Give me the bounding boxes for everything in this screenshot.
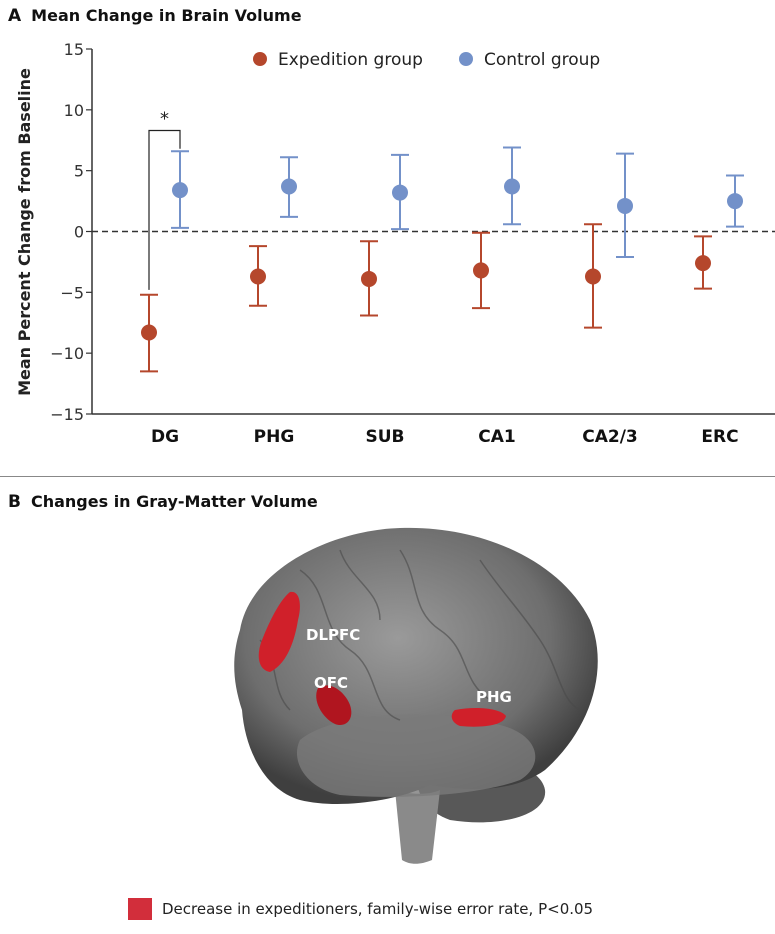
- significance-bracket: [148, 129, 181, 290]
- data-point-expedition: [472, 231, 490, 310]
- point-marker: [617, 197, 633, 214]
- panel-a-letter: A: [8, 6, 22, 26]
- brain-volume-chart: Mean Percent Change from Baseline 15 10 5 0…: [15, 40, 775, 447]
- panel-a-title: A Mean Change in Brain Volume: [8, 6, 302, 26]
- data-point-control: [391, 153, 409, 231]
- x-tick-label: PHG: [254, 427, 295, 447]
- dlpfc-region: [258, 591, 300, 672]
- y-tick-label: 0: [74, 223, 84, 242]
- x-tick-label: CA2/3: [582, 427, 638, 447]
- x-tick-label: CA1: [478, 427, 515, 447]
- legend-swatch-decrease: [128, 898, 152, 920]
- point-marker: [473, 262, 489, 279]
- temporal-lobe: [296, 714, 536, 797]
- data-point-control: [503, 146, 521, 226]
- y-tick-label: 5: [74, 162, 84, 181]
- point-marker: [727, 193, 743, 210]
- point-marker: [281, 178, 297, 195]
- legend-label-expedition: Expedition group: [278, 50, 423, 70]
- legend-label-decrease: Decrease in expeditioners, family-wise e…: [162, 900, 594, 918]
- point-marker: [250, 268, 266, 285]
- data-point-expedition: [140, 293, 158, 373]
- x-tick-label: DG: [151, 427, 179, 447]
- data-point-control: [171, 150, 189, 229]
- region-label-dlpfc: DLPFC: [306, 626, 360, 644]
- point-marker: [504, 178, 520, 195]
- x-tick-label: SUB: [365, 427, 404, 447]
- y-tick-label: 10: [64, 101, 84, 120]
- y-tick-label: −15: [50, 405, 84, 424]
- data-point-expedition: [249, 245, 267, 307]
- panel-a-title-text: Mean Change in Brain Volume: [31, 6, 302, 25]
- y-tick-label: 15: [64, 40, 84, 59]
- panel-b-legend: Decrease in expeditioners, family-wise e…: [128, 898, 593, 920]
- legend-marker-expedition: [253, 52, 267, 66]
- data-point-control: [726, 174, 744, 228]
- panel-b-title: B Changes in Gray-Matter Volume: [8, 492, 318, 512]
- brainstem: [395, 790, 440, 864]
- data-point-control: [280, 156, 298, 218]
- region-label-phg: PHG: [476, 688, 512, 706]
- data-point-expedition: [360, 240, 378, 317]
- panel-divider: [0, 476, 775, 477]
- point-marker: [361, 270, 377, 287]
- ofc-region: [316, 685, 352, 726]
- phg-region: [451, 708, 506, 727]
- y-tick-label: −10: [50, 344, 84, 363]
- y-axis-label: Mean Percent Change from Baseline: [15, 68, 34, 396]
- panel-b-letter: B: [8, 492, 21, 512]
- legend-marker-control: [459, 52, 473, 66]
- region-label-ofc: OFC: [314, 674, 348, 692]
- significance-asterisk: *: [160, 109, 169, 130]
- brain-render: DLPFC OFC PHG: [234, 527, 598, 864]
- point-marker: [172, 182, 188, 199]
- x-tick-label: ERC: [701, 427, 738, 447]
- y-tick-label: −5: [60, 283, 84, 302]
- point-marker: [695, 255, 711, 272]
- point-marker: [141, 324, 157, 341]
- panel-b-title-text: Changes in Gray-Matter Volume: [30, 492, 318, 511]
- data-point-expedition: [584, 223, 602, 329]
- data-point-control: [616, 152, 634, 259]
- legend-label-control: Control group: [484, 50, 600, 70]
- point-marker: [392, 184, 408, 201]
- data-point-expedition: [694, 235, 712, 290]
- point-marker: [585, 268, 601, 285]
